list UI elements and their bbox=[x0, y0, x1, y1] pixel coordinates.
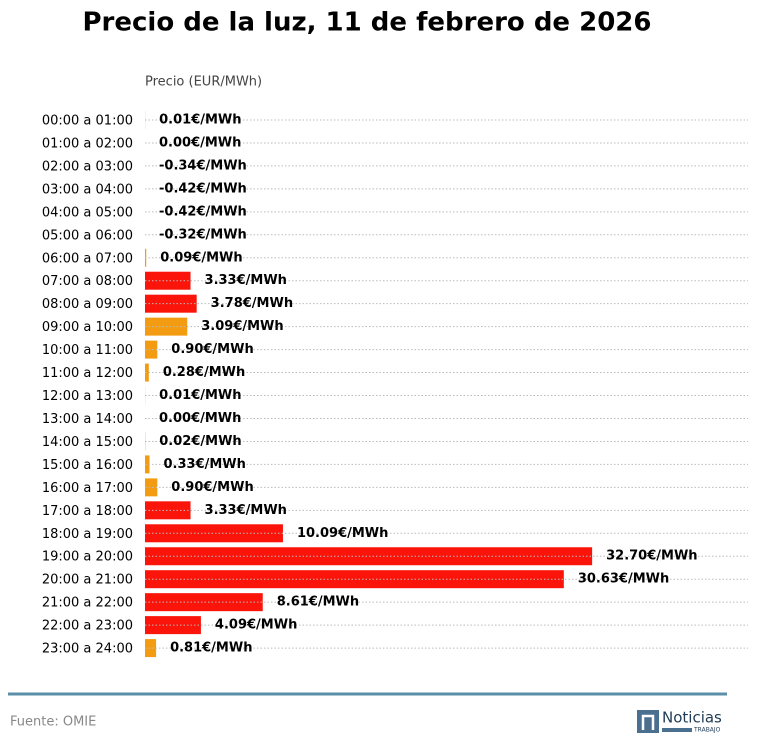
logo-text: Noticias bbox=[662, 709, 722, 727]
y-tick-label: 08:00 a 09:00 bbox=[42, 297, 133, 312]
value-label: 0.33€/MWh bbox=[164, 457, 246, 472]
y-tick-label: 21:00 a 22:00 bbox=[42, 596, 133, 611]
chart-title: Precio de la luz, 11 de febrero de 2026 bbox=[83, 8, 652, 38]
y-tick-label: 14:00 a 15:00 bbox=[42, 435, 133, 450]
y-tick-label: 06:00 a 07:00 bbox=[42, 251, 133, 266]
value-label: 4.09€/MWh bbox=[215, 618, 297, 633]
y-tick-label: 22:00 a 23:00 bbox=[42, 619, 133, 634]
y-tick-label: 02:00 a 03:00 bbox=[42, 159, 133, 174]
bar bbox=[145, 524, 283, 543]
value-label: -0.42€/MWh bbox=[159, 181, 247, 196]
value-label: 0.90€/MWh bbox=[171, 480, 253, 495]
bar bbox=[145, 547, 593, 566]
y-tick-label: 13:00 a 14:00 bbox=[42, 412, 133, 427]
value-label: 3.33€/MWh bbox=[205, 503, 287, 518]
bar bbox=[139, 180, 145, 198]
y-tick-label: 20:00 a 21:00 bbox=[42, 573, 133, 588]
y-tick-label: 19:00 a 20:00 bbox=[42, 550, 133, 565]
value-label: -0.34€/MWh bbox=[159, 158, 247, 173]
bar bbox=[145, 570, 564, 589]
value-label: 3.33€/MWh bbox=[205, 273, 287, 288]
bar bbox=[145, 271, 191, 290]
value-label: 0.90€/MWh bbox=[171, 342, 253, 357]
y-tick-label: 09:00 a 10:00 bbox=[42, 320, 133, 335]
value-label: 0.00€/MWh bbox=[159, 411, 241, 426]
y-tick-label: 17:00 a 18:00 bbox=[42, 504, 133, 519]
value-label: 3.09€/MWh bbox=[201, 319, 283, 334]
logo-glyph bbox=[641, 714, 655, 730]
y-tick-label: 12:00 a 13:00 bbox=[42, 389, 133, 404]
bar bbox=[140, 157, 145, 175]
bar bbox=[141, 226, 145, 244]
bar bbox=[145, 501, 191, 520]
logo-bar bbox=[662, 728, 692, 732]
y-tick-label: 07:00 a 08:00 bbox=[42, 274, 133, 289]
value-label: 30.63€/MWh bbox=[578, 572, 669, 587]
value-label: -0.32€/MWh bbox=[159, 227, 247, 242]
value-label: 0.00€/MWh bbox=[159, 135, 241, 150]
value-label: 0.81€/MWh bbox=[170, 641, 252, 656]
bar bbox=[145, 363, 149, 382]
bar bbox=[145, 616, 201, 635]
y-tick-label: 10:00 a 11:00 bbox=[42, 343, 133, 358]
value-label: -0.42€/MWh bbox=[159, 204, 247, 219]
logo-sub: TRABAJO bbox=[693, 727, 721, 734]
axis-label: Precio (EUR/MWh) bbox=[145, 75, 262, 90]
y-tick-label: 00:00 a 01:00 bbox=[42, 114, 133, 129]
y-tick-label: 16:00 a 17:00 bbox=[42, 481, 133, 496]
y-tick-label: 15:00 a 16:00 bbox=[42, 458, 133, 473]
bar bbox=[145, 593, 263, 612]
value-label: 32.70€/MWh bbox=[606, 549, 697, 564]
y-tick-label: 18:00 a 19:00 bbox=[42, 527, 133, 542]
value-label: 0.01€/MWh bbox=[159, 113, 241, 128]
value-label: 0.28€/MWh bbox=[163, 365, 245, 380]
source: Fuente: OMIE bbox=[10, 715, 96, 730]
y-tick-label: 01:00 a 02:00 bbox=[42, 136, 133, 151]
y-tick-label: 03:00 a 04:00 bbox=[42, 182, 133, 197]
value-label: 10.09€/MWh bbox=[297, 526, 388, 541]
y-tick-label: 05:00 a 06:00 bbox=[42, 228, 133, 243]
plot-area bbox=[139, 111, 593, 658]
value-label: 0.09€/MWh bbox=[160, 250, 242, 265]
logo-icon bbox=[637, 710, 659, 733]
y-tick-label: 23:00 a 24:00 bbox=[42, 642, 133, 657]
y-tick-label: 04:00 a 05:00 bbox=[42, 205, 133, 220]
value-label: 0.01€/MWh bbox=[159, 388, 241, 403]
bar bbox=[145, 478, 158, 497]
value-label: 0.02€/MWh bbox=[159, 434, 241, 449]
bar bbox=[139, 203, 145, 221]
value-label: 8.61€/MWh bbox=[277, 595, 359, 610]
value-label: 3.78€/MWh bbox=[211, 296, 293, 311]
bar bbox=[145, 340, 158, 359]
y-tick-label: 11:00 a 12:00 bbox=[42, 366, 133, 381]
bar bbox=[145, 455, 150, 474]
bar bbox=[145, 639, 157, 658]
